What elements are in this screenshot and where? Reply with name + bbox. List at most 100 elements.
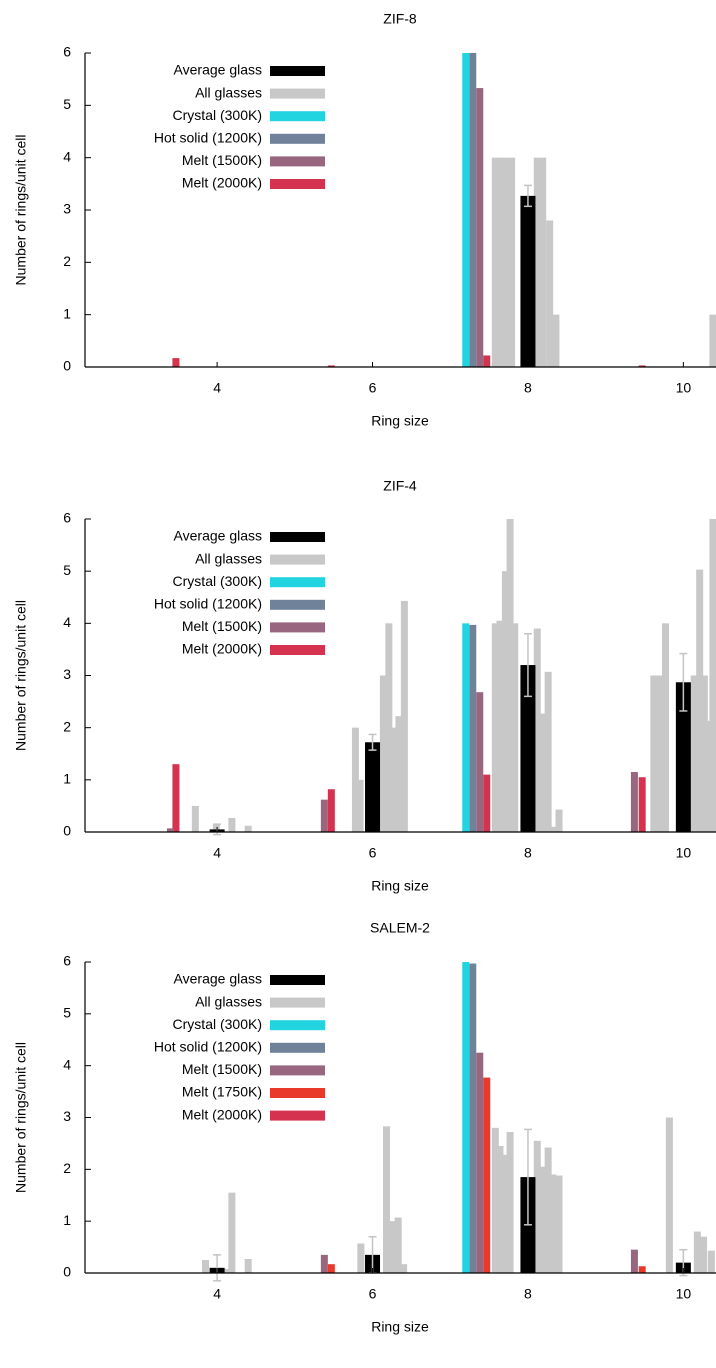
bar xyxy=(552,314,560,367)
bar xyxy=(549,1174,557,1273)
error-bar xyxy=(213,1254,222,1282)
legend-label: Average glass xyxy=(174,62,262,78)
bar xyxy=(400,1264,408,1273)
bar xyxy=(462,53,470,367)
bar xyxy=(630,772,638,832)
bar xyxy=(395,716,403,832)
legend-swatch xyxy=(270,622,325,633)
y-tick-label: 2 xyxy=(63,718,71,734)
y-tick-label: 6 xyxy=(63,953,71,969)
legend-swatch xyxy=(270,1088,325,1098)
bar xyxy=(546,220,554,367)
bar xyxy=(709,519,716,832)
y-tick-label: 3 xyxy=(63,1108,71,1124)
y-tick-label: 3 xyxy=(63,666,71,682)
bar xyxy=(655,675,663,832)
bar xyxy=(390,727,398,832)
bar xyxy=(638,777,646,832)
y-tick-label: 5 xyxy=(63,562,71,578)
legend-swatch xyxy=(270,554,325,565)
bar xyxy=(357,1243,365,1273)
bar xyxy=(469,53,477,367)
bar xyxy=(327,789,335,832)
y-tick-label: 4 xyxy=(63,1056,71,1072)
y-tick-label: 6 xyxy=(63,510,71,526)
legend-label: All glasses xyxy=(195,993,262,1009)
bar xyxy=(356,779,364,832)
bar xyxy=(497,157,505,367)
bar xyxy=(462,962,470,1273)
chart-title: ZIF-4 xyxy=(383,478,417,494)
bar xyxy=(539,157,547,367)
legend-label: Melt (1500K) xyxy=(182,152,262,168)
error-bar xyxy=(523,1128,532,1226)
legend-swatch xyxy=(270,133,325,144)
x-tick-label: 10 xyxy=(676,1286,692,1302)
legend-swatch xyxy=(270,88,325,99)
bar xyxy=(555,809,563,832)
bar xyxy=(700,675,708,832)
bar xyxy=(496,1146,504,1273)
bar xyxy=(539,713,547,832)
error-bar xyxy=(679,652,688,712)
x-tick-label: 6 xyxy=(369,380,377,396)
bar xyxy=(476,1052,484,1273)
bar xyxy=(700,1236,708,1273)
y-tick-label: 0 xyxy=(63,1264,71,1280)
bar xyxy=(491,157,499,367)
bar xyxy=(675,682,691,832)
y-tick-label: 1 xyxy=(63,1212,71,1228)
bar xyxy=(693,1231,701,1273)
bar xyxy=(501,571,509,832)
chart-title: SALEM-2 xyxy=(370,920,430,936)
y-tick-label: 0 xyxy=(63,823,71,839)
bar xyxy=(400,600,408,832)
legend-swatch xyxy=(270,1020,325,1031)
legend-label: Hot solid (1200K) xyxy=(154,1039,262,1055)
bar xyxy=(389,1221,397,1273)
x-tick-label: 10 xyxy=(676,845,692,861)
x-tick-label: 8 xyxy=(524,1286,532,1302)
y-tick-label: 3 xyxy=(63,201,71,217)
bar xyxy=(549,826,557,832)
bar xyxy=(511,623,519,832)
bar xyxy=(707,1250,715,1273)
legend-label: Average glass xyxy=(174,971,262,987)
bar xyxy=(520,665,536,832)
bar xyxy=(166,828,174,832)
bar xyxy=(476,692,484,832)
x-tick-label: 6 xyxy=(369,1286,377,1302)
bar xyxy=(379,675,387,832)
legend-label: Melt (2000K) xyxy=(182,1106,262,1122)
bar xyxy=(365,742,381,832)
bar xyxy=(476,88,484,367)
bar xyxy=(638,1266,646,1273)
y-tick-label: 4 xyxy=(63,148,71,164)
y-axis-label: Number of rings/unit cell xyxy=(13,135,29,286)
legend-swatch xyxy=(270,997,325,1008)
bar xyxy=(462,623,470,832)
bar xyxy=(320,799,328,832)
bar xyxy=(661,623,669,832)
y-tick-label: 6 xyxy=(63,44,71,60)
bar xyxy=(650,675,658,832)
bar xyxy=(228,817,236,832)
bar xyxy=(469,624,477,832)
bar xyxy=(544,671,552,832)
legend-swatch xyxy=(270,156,325,167)
y-tick-label: 4 xyxy=(63,614,71,630)
legend-label: Crystal (300K) xyxy=(173,573,262,589)
x-tick-label: 6 xyxy=(369,845,377,861)
bar xyxy=(483,774,491,832)
bar xyxy=(228,1192,236,1273)
bar xyxy=(327,1264,335,1273)
bar xyxy=(469,963,477,1273)
bar xyxy=(244,1259,252,1273)
x-axis-label: Ring size xyxy=(371,413,429,429)
bars xyxy=(201,962,715,1273)
bar xyxy=(533,628,541,832)
bar xyxy=(539,1166,547,1273)
legend-swatch xyxy=(270,532,325,542)
legend-swatch xyxy=(270,179,325,189)
